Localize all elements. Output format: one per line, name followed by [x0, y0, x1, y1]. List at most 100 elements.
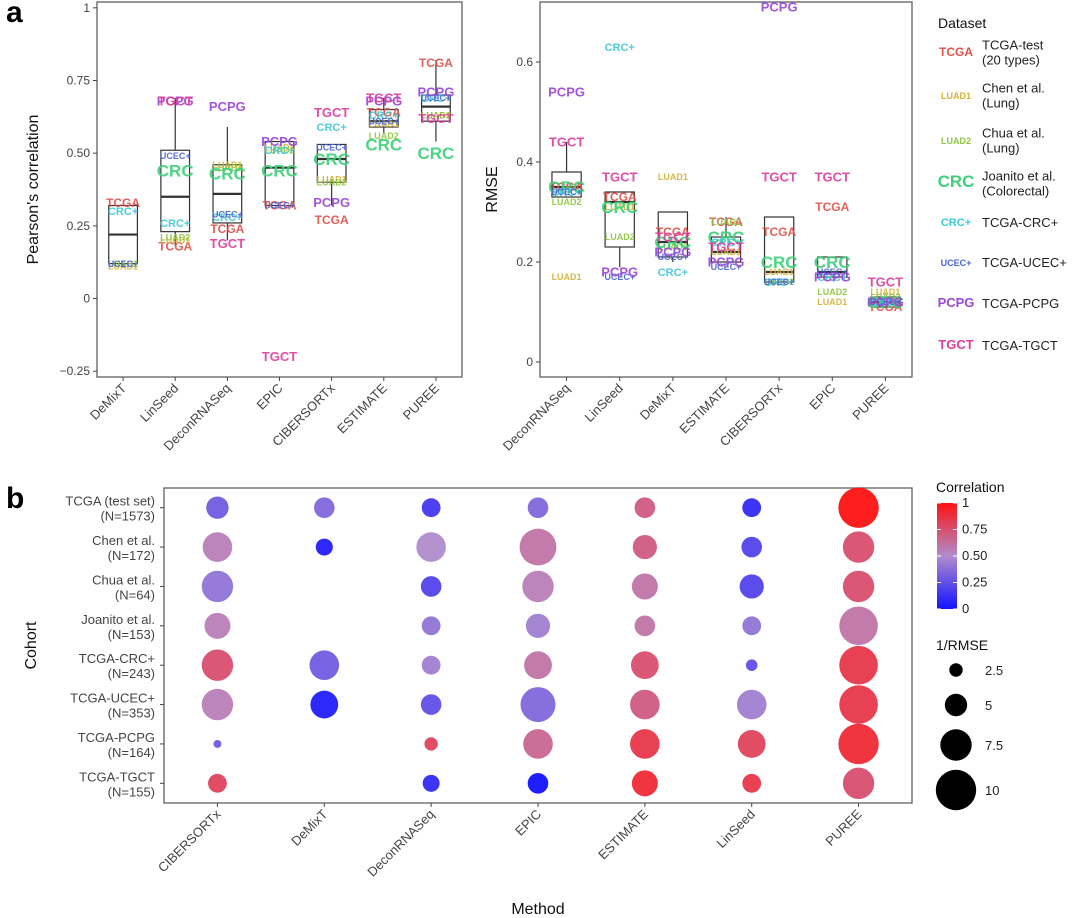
data-point-label: LUAD2 — [658, 242, 688, 252]
bubble — [208, 773, 227, 793]
data-point-label: CRC — [365, 135, 402, 154]
bubble — [839, 606, 878, 646]
legend-key-pcpg: PCPG — [938, 295, 975, 310]
bubble — [838, 723, 879, 765]
y-tick-label: 1 — [83, 1, 90, 15]
data-point-label: LUAD1 — [658, 172, 688, 182]
legend-label: TCGA-CRC+ — [982, 215, 1058, 230]
legend-label: (Lung) — [982, 96, 1020, 111]
legend-key-crc: CRC — [938, 172, 975, 191]
bubble — [630, 729, 660, 759]
data-point-label: CRC — [209, 164, 246, 183]
bubble — [313, 497, 335, 518]
bubble — [634, 615, 656, 637]
data-point-label: PCPG — [867, 295, 904, 310]
box-body — [710, 236, 742, 263]
bubble — [630, 651, 659, 680]
data-point-label: TCGA — [263, 199, 297, 213]
data-point-label: TCGA — [709, 215, 743, 229]
cohort-label: TCGA-PCPG — [78, 730, 155, 745]
plot-frame — [96, 1, 463, 378]
cohort-n-label: (N=243) — [108, 666, 155, 681]
bubble — [527, 773, 549, 794]
method-label: PUREE — [822, 806, 865, 849]
bubble — [201, 649, 234, 681]
plot-frame — [539, 1, 913, 378]
bubble — [424, 737, 438, 751]
legend-key-tgct: TGCT — [938, 337, 973, 352]
legend-label: (20 types) — [982, 53, 1040, 68]
bubble — [416, 532, 446, 562]
data-point-label: LUAD2 — [711, 217, 741, 227]
dataset-legend-title: Dataset — [938, 15, 986, 31]
data-point-label: PCPG — [761, 0, 798, 15]
bubble — [213, 739, 222, 748]
data-point-label: LUAD1 — [711, 247, 741, 257]
data-point-label: TCGA — [158, 239, 192, 253]
data-point-label: CRC+ — [317, 122, 347, 134]
bubble — [742, 498, 762, 518]
data-point-label: TCGA — [550, 180, 584, 194]
y-tick-label: −0.25 — [60, 364, 91, 378]
data-point-label: TGCT — [366, 90, 401, 105]
data-point-label: CRC — [418, 144, 455, 163]
box-body — [420, 94, 451, 122]
data-point-label: LUAD1 — [870, 287, 900, 297]
legend-label: TCGA-TGCT — [982, 338, 1058, 353]
box-body — [763, 216, 795, 283]
method-label: CIBERSORTx — [155, 806, 224, 875]
x-tick-label: EPIC — [806, 381, 838, 413]
bubble — [525, 613, 551, 638]
data-point-label: CRC+ — [551, 187, 581, 199]
data-point-label: PCPG — [261, 134, 298, 149]
x-tick-label: PUREE — [400, 380, 443, 423]
data-point-label: CRC — [708, 228, 745, 247]
cohort-n-label: (N=164) — [108, 745, 155, 760]
bubble — [422, 774, 440, 792]
data-point-label: LUAD1 — [421, 111, 451, 121]
bubble — [737, 730, 766, 758]
data-point-label: UCEC+ — [108, 259, 139, 269]
bubble — [736, 689, 767, 720]
y-axis-label: Pearson's correlation — [25, 115, 42, 265]
x-tick-label: ESTIMATE — [334, 380, 390, 436]
data-point-label: CRC+ — [817, 272, 847, 284]
method-label: ESTIMATE — [595, 806, 651, 862]
data-point-label: PCPG — [365, 93, 402, 108]
bubble — [527, 497, 549, 518]
cohort-n-label: (N=172) — [108, 548, 155, 563]
bubble — [631, 770, 658, 797]
y-tick-label: 0.75 — [67, 73, 91, 87]
legend-key-tcga: TCGA — [939, 45, 973, 59]
data-point-label: TGCT — [418, 111, 453, 126]
correlation-boxplot: −0.25 0 0.25 0.50 0.75 1 Pearson's correlation… — [25, 1, 463, 453]
data-point-label: CRC — [261, 162, 298, 181]
data-point-label: TGCT — [761, 170, 796, 185]
size-legend-circle — [935, 769, 977, 811]
x-axis-label: Method — [511, 901, 564, 918]
bubble — [421, 498, 441, 518]
y-tick-label: 0.2 — [516, 255, 533, 269]
data-point-label: CRC — [601, 198, 638, 217]
bubble — [742, 773, 762, 793]
x-tick-label: EPIC — [254, 381, 286, 413]
legend-label: Joanito et al. — [982, 169, 1056, 184]
cohort-label: TCGA-TGCT — [79, 769, 155, 784]
data-point-label: CRC — [654, 233, 691, 252]
dataset-legend: Dataset TCGA TCGA-test(20 types) LUAD1 Chen… — [938, 15, 1067, 353]
legend-label: (Lung) — [982, 141, 1020, 156]
bubble — [839, 685, 878, 724]
y-tick-label: 0.50 — [67, 146, 91, 160]
data-point-label: LUAD2 — [552, 197, 582, 207]
legend-label: (Colorectal) — [982, 184, 1049, 199]
bubble — [315, 538, 333, 556]
data-point-label: TCGA — [419, 56, 453, 70]
data-point-label: TGCT — [262, 349, 297, 364]
data-point-label: PCPG — [548, 85, 585, 100]
size-legend-circle — [944, 693, 968, 717]
rmse-boxplot: 0 0.2 0.4 0.6 RMSE DeconRNASeq LinSeed DeMixTES… — [484, 0, 913, 453]
bubble — [420, 576, 442, 597]
panel-label-a: a — [6, 0, 23, 29]
size-legend-label: 5 — [985, 698, 992, 713]
